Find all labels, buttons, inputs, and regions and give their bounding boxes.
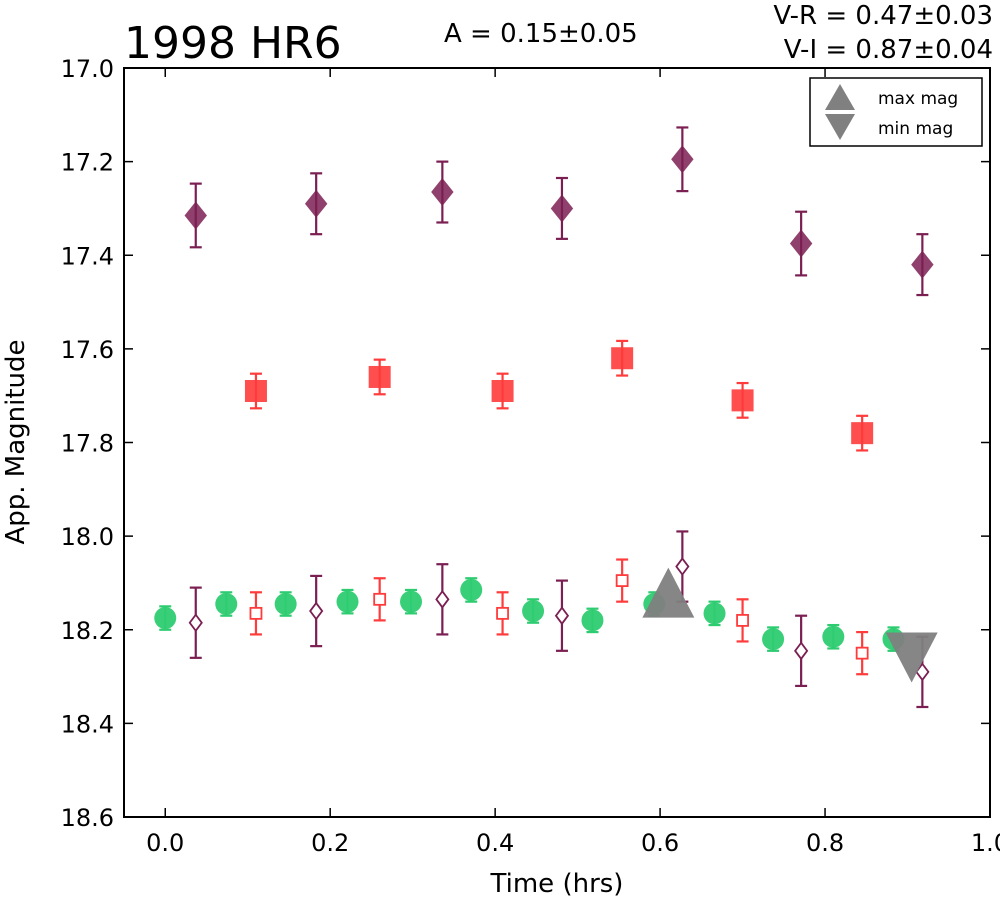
- data-point-triangle-down: [885, 632, 938, 683]
- y-tick-label: 17.4: [61, 242, 114, 270]
- data-point-diamond-open: [188, 613, 203, 633]
- y-axis-title: App. Magnitude: [1, 339, 31, 544]
- series-diamond-filled: [184, 126, 934, 297]
- x-tick-label: 1.0: [971, 829, 1000, 857]
- legend-label-max-mag: max mag: [878, 89, 958, 109]
- data-point-diamond-filled: [304, 189, 328, 218]
- data-point-diamond-filled: [789, 229, 813, 258]
- data-point-diamond-filled: [671, 145, 694, 174]
- data-point-circle-filled: [154, 607, 177, 630]
- data-point-square-open: [373, 592, 387, 606]
- amplitude-annotation: A = 0.15±0.05: [444, 19, 638, 49]
- legend-marker-min-mag: [825, 114, 855, 140]
- series-square-open: [249, 558, 869, 676]
- data-point-diamond-open: [309, 601, 324, 621]
- legend-label-min-mag: min mag: [878, 119, 953, 139]
- data-point-diamond-filled: [431, 178, 454, 207]
- series-diamond-open: [188, 530, 930, 709]
- x-tick-label: 0.6: [641, 829, 679, 857]
- data-point-diamond-open: [675, 557, 690, 577]
- y-tick-label: 17.8: [61, 430, 114, 458]
- data-point-circle-filled: [336, 590, 359, 613]
- data-point-circle-filled: [215, 593, 238, 616]
- x-tick-label: 0.4: [476, 829, 514, 857]
- y-tick-label: 17.2: [61, 149, 114, 177]
- series-triangle-down: [885, 632, 938, 683]
- y-tick-label: 17.6: [61, 336, 114, 364]
- data-point-square-filled: [368, 365, 391, 388]
- data-point-square-open: [615, 574, 629, 587]
- y-tick-label: 18.4: [61, 710, 114, 738]
- data-point-circle-filled: [581, 609, 604, 632]
- data-point-diamond-filled: [911, 250, 934, 279]
- data-point-diamond-open: [794, 641, 809, 661]
- data-point-square-open: [736, 613, 749, 627]
- data-point-square-open: [496, 606, 509, 620]
- series-triangle-up: [642, 567, 695, 618]
- series-layer: [154, 126, 938, 709]
- data-point-square-open: [855, 646, 869, 660]
- data-point-square-open: [249, 606, 263, 620]
- data-point-diamond-open: [554, 606, 570, 626]
- legend-marker-max-mag: [825, 84, 855, 110]
- data-point-square-filled: [731, 389, 754, 412]
- y-tick-label: 18.2: [61, 617, 114, 645]
- data-point-square-filled: [491, 380, 514, 403]
- data-point-diamond-filled: [550, 194, 574, 223]
- data-point-circle-filled: [703, 602, 726, 625]
- series-circle-filled: [154, 577, 905, 652]
- data-point-circle-filled: [822, 625, 845, 648]
- series-square-filled: [244, 339, 874, 452]
- x-tick-label: 0.0: [146, 829, 184, 857]
- data-point-square-filled: [244, 380, 267, 403]
- data-point-circle-filled: [460, 578, 483, 601]
- data-point-diamond-filled: [184, 201, 207, 230]
- data-point-circle-filled: [274, 593, 297, 616]
- ticks-layer: 0.0 0.2 0.4 0.6 0.8 1.0 17.0 17.2 17.4 17.6 17.8 18…: [61, 55, 1000, 857]
- data-point-circle-filled: [522, 600, 545, 623]
- x-tick-label: 0.2: [311, 829, 349, 857]
- y-tick-label: 17.0: [61, 55, 114, 83]
- chart-title: 1998 HR6: [124, 18, 342, 69]
- v-r-color-annotation: V-R = 0.47±0.03: [773, 1, 993, 31]
- data-point-triangle-up: [642, 567, 695, 618]
- legend: max mag min mag: [809, 77, 983, 147]
- y-tick-label: 18.6: [61, 804, 114, 832]
- v-i-color-annotation: V-I = 0.87±0.04: [784, 35, 993, 65]
- data-point-square-filled: [851, 422, 874, 445]
- data-point-diamond-open: [435, 589, 450, 609]
- data-point-square-filled: [611, 347, 634, 370]
- y-tick-label: 18.0: [61, 523, 114, 551]
- x-axis-title: Time (hrs): [490, 869, 624, 898]
- data-point-circle-filled: [762, 628, 785, 651]
- data-point-circle-filled: [400, 590, 423, 613]
- x-tick-label: 0.8: [806, 829, 844, 857]
